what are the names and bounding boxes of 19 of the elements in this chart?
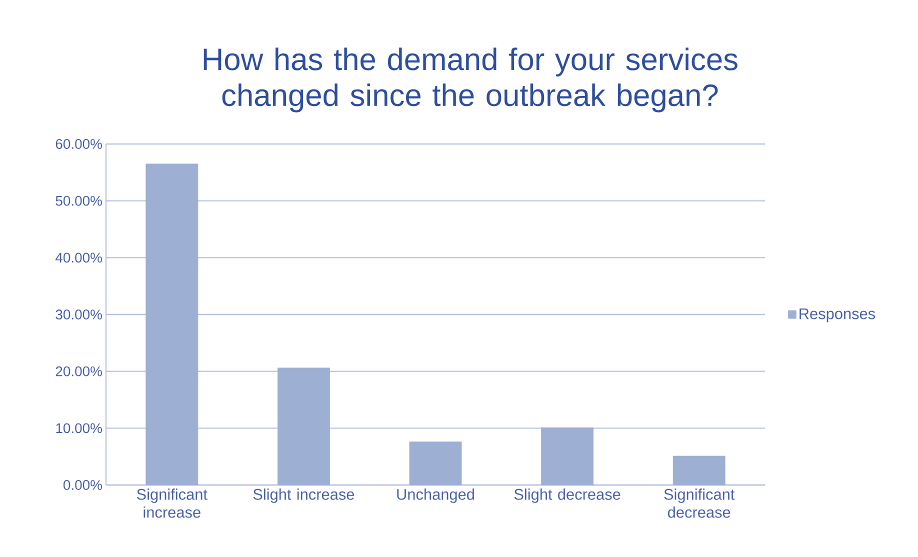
y-tick-label: 30.00% [56, 310, 102, 320]
chart-title: How has the demand for your services changed since the outbreak began? [204, 48, 738, 112]
legend-label: Responses [800, 308, 876, 322]
x-tick-label: Significant decrease [664, 488, 735, 518]
x-tick-label: Slight increase [253, 488, 354, 503]
x-tick-label: Unchanged [397, 488, 474, 503]
bar [541, 427, 594, 486]
y-tick-label: 10.00% [56, 423, 102, 434]
y-tick-label: 0.00% [63, 480, 102, 490]
bar [146, 164, 198, 486]
x-tick-label: Slight decrease [514, 488, 620, 503]
bar [409, 442, 462, 486]
bar [278, 368, 330, 486]
y-tick-label: 50.00% [56, 196, 102, 206]
x-tick-label: Significant increase [136, 488, 208, 518]
y-tick-label: 40.00% [55, 252, 102, 263]
y-tick-label: 20.00% [56, 366, 102, 376]
y-tick-label: 60.00% [56, 139, 102, 149]
bar [672, 456, 726, 486]
